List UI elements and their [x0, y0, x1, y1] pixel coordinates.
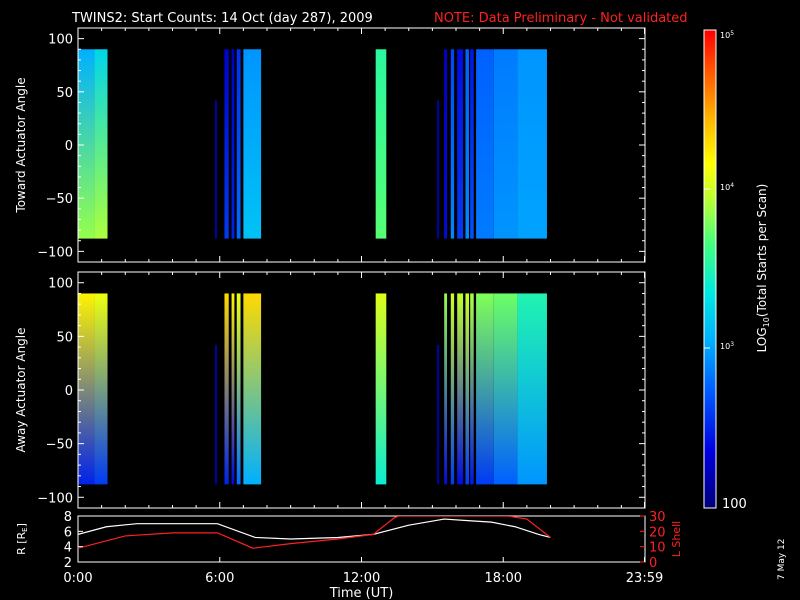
colorbar-tick-1e3: 103 — [720, 341, 734, 351]
l-tick-label: 10 — [649, 541, 666, 556]
heatmap-segment — [224, 49, 229, 239]
plot-area — [78, 28, 645, 262]
plot-area — [78, 272, 645, 508]
y-tick-label: 0 — [65, 384, 73, 399]
x-axis-label: Time (UT) — [329, 586, 394, 600]
heatmap-segment — [243, 49, 262, 239]
heatmap-segment — [236, 293, 241, 485]
heatmap-segment — [470, 49, 474, 239]
heatmap-segment — [444, 293, 448, 485]
r-tick-label: 2 — [64, 556, 72, 571]
l-tick-label: 30 — [649, 510, 666, 525]
heatmap-segment — [457, 293, 464, 485]
y-axis-label: Toward Actuator Angle — [14, 77, 28, 213]
colorbar-gradient — [704, 30, 716, 508]
preliminary-note: NOTE: Data Preliminary - Not validated — [434, 11, 688, 26]
x-tick-label: 18:00 — [485, 571, 522, 586]
heatmap-segment — [450, 49, 455, 239]
y-tick-label: −50 — [46, 438, 73, 453]
l-tick-label: 20 — [649, 525, 666, 540]
heatmap-segment — [94, 293, 108, 485]
heatmap-segment — [493, 293, 518, 485]
heatmap-segment — [224, 293, 229, 485]
y-tick-label: −100 — [37, 245, 73, 260]
colorbar-label: LOG10(Total Starts per Scan) — [755, 184, 771, 353]
heatmap-segment — [437, 100, 439, 239]
y-tick-label: −50 — [46, 192, 73, 207]
heatmap-segment — [375, 293, 387, 485]
y-tick-label: 50 — [56, 86, 73, 101]
x-tick-label: 0:00 — [63, 571, 92, 586]
x-tick-label: 6:00 — [205, 571, 234, 586]
l-tick-label: 0 — [649, 556, 657, 571]
r-tick-label: 4 — [64, 541, 72, 556]
heatmap-segment — [517, 293, 547, 485]
heatmap-segment — [231, 49, 235, 239]
away-panel: 100 50 0 −50 −100 Away Actuator Angle — [14, 271, 646, 509]
x-tick-label: 12:00 — [343, 571, 380, 586]
date-stamp: 7 May 12 — [777, 538, 787, 580]
chart-title: TWINS2: Start Counts: 14 Oct (day 287), … — [71, 11, 373, 26]
l-shell-series-line — [78, 516, 551, 549]
heatmap-segment — [476, 293, 494, 485]
colorbar-frame — [703, 29, 717, 509]
heatmap-segment — [444, 49, 448, 239]
r-axis-label: R [RE] — [15, 523, 29, 555]
y-tick-label: 50 — [56, 330, 73, 345]
heatmap-segment — [243, 293, 262, 485]
l-shell-axis-label: L Shell — [670, 521, 683, 557]
heatmap-segment — [215, 100, 217, 239]
heatmap-segment — [78, 293, 95, 485]
r-tick-label: 6 — [64, 525, 72, 540]
heatmap-segment — [470, 293, 474, 485]
heatmap-segment — [437, 344, 439, 485]
colorbar-tick-1e5: 105 — [720, 30, 734, 40]
heatmap-segment — [517, 49, 547, 239]
colorbar-tick-100: 100 — [722, 497, 747, 512]
ephemeris-frame — [77, 515, 646, 563]
heatmap-segment — [465, 49, 469, 239]
y-tick-label: −100 — [37, 491, 73, 506]
heatmap-segment — [231, 293, 235, 485]
y-tick-label: 100 — [48, 33, 73, 48]
heatmap-segment — [450, 293, 455, 485]
heatmap-segment — [493, 49, 518, 239]
toward-panel: 100 50 0 −50 −100 Toward Actuator Angle — [14, 27, 646, 263]
heatmap-segment — [465, 293, 469, 485]
r-series-line — [78, 518, 551, 540]
r-tick-label: 8 — [64, 510, 72, 525]
colorbar-tick-1e4: 104 — [720, 182, 734, 192]
x-tick-label: 23:59 — [626, 571, 663, 586]
y-axis-label: Away Actuator Angle — [14, 327, 28, 452]
heatmap-segment — [375, 49, 387, 239]
heatmap-segment — [78, 49, 95, 239]
colorbar: 100 103 104 105 LOG10(Total Starts per S… — [703, 29, 771, 512]
heatmap-segment — [457, 49, 464, 239]
heatmap-segment — [94, 49, 108, 239]
heatmap-segment — [476, 49, 494, 239]
heatmap-segment — [236, 49, 241, 239]
y-tick-label: 100 — [48, 277, 73, 292]
y-tick-label: 0 — [65, 139, 73, 154]
heatmap-segment — [215, 344, 217, 485]
